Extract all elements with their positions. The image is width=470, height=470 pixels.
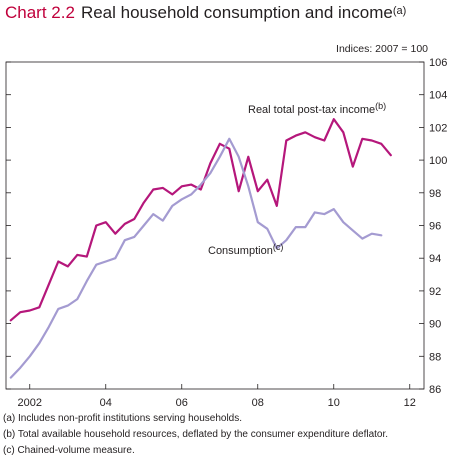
chart-title: Real household consumption and income: [80, 3, 393, 22]
line-chart: Indices: 2007 = 100 86889092949698100102…: [5, 43, 447, 409]
consumption-series-line: [9, 137, 383, 379]
x-tick-label: 2002: [18, 397, 42, 409]
y-tick-label: 96: [429, 221, 441, 233]
footnote-c: (c) Chained-volume measure.: [3, 445, 135, 456]
x-tick-label: 06: [176, 397, 188, 409]
chart-title-row: Chart 2.2 Real household consumption and …: [5, 3, 406, 23]
y-axis: 86 88 90 92 94 96 98 100 102 104 106: [6, 57, 447, 396]
y-axis-unit-label: Indices: 2007 = 100: [336, 43, 428, 55]
y-tick-label: 106: [429, 57, 447, 69]
x-tick-label: 12: [404, 397, 416, 409]
series-lines: [9, 118, 392, 379]
income-series-label: Real total post-tax income(b): [248, 101, 386, 116]
y-tick-label: 94: [429, 253, 441, 265]
x-tick-label: 10: [328, 397, 340, 409]
y-tick-label: 86: [429, 384, 441, 396]
footnotes: (a) Includes non-profit institutions ser…: [3, 411, 388, 459]
y-tick-label: 92: [429, 286, 441, 298]
chart-title-note: (a): [392, 5, 407, 17]
x-tick-label: 04: [100, 397, 112, 409]
y-tick-label: 100: [429, 155, 447, 167]
y-tick-label: 88: [429, 351, 441, 363]
y-tick-label: 90: [429, 319, 441, 331]
income-series-line: [9, 118, 392, 322]
x-axis: 2002 04 06 08 10 12: [18, 384, 416, 409]
consumption-series-label: Consumption(c): [208, 242, 283, 257]
chart-number: Chart 2.2: [5, 3, 75, 22]
y-tick-label: 104: [429, 90, 447, 102]
series-labels: Real total post-tax income(b) Consumption…: [208, 101, 386, 257]
x-tick-label: 08: [252, 397, 264, 409]
y-tick-label: 102: [429, 122, 447, 134]
footnote-b: (b) Total available household resources,…: [3, 429, 389, 440]
footnote-a: (a) Includes non-profit institutions ser…: [3, 413, 243, 424]
y-tick-label: 98: [429, 188, 441, 200]
